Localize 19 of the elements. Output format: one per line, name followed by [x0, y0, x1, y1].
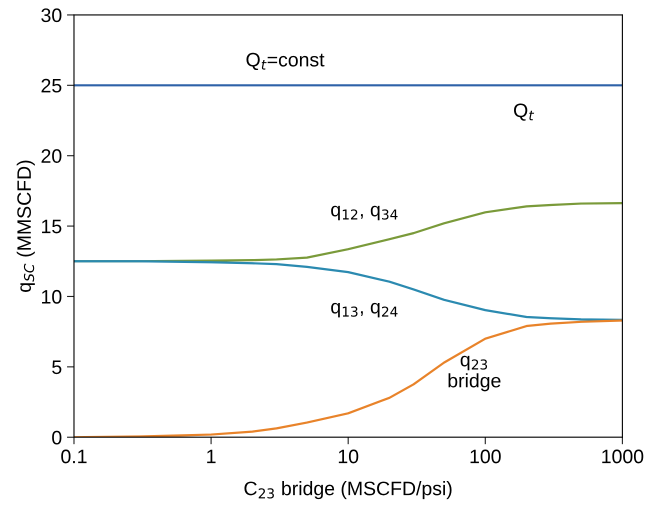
y-tick-label: 20	[42, 149, 62, 163]
series-label: Q$_{t}$	[514, 103, 534, 121]
y-tick-label: 30	[41, 8, 62, 22]
x-tick-label: 1	[207, 450, 216, 464]
y-axis-title: q$_{SC}$ (MMSCFD)	[16, 160, 35, 292]
x-tick-label: 1000	[602, 450, 644, 464]
x-tick-label: 10	[338, 450, 358, 464]
x-axis-title: C$_{23}$ bridge (MSCFD/psi)	[244, 481, 452, 500]
series-label: q$_{13}$, q$_{24}$	[331, 302, 398, 318]
series-label: q$_{23}$ bridge	[448, 356, 500, 392]
annotation: Q$_{t}$=const	[246, 52, 324, 70]
y-tick-label: 0	[52, 430, 62, 444]
x-tick-label: 0.1	[61, 450, 87, 464]
y-tick-label: 10	[42, 290, 62, 304]
y-tick-label: 5	[52, 360, 62, 374]
y-tick-label: 25	[42, 78, 62, 93]
y-tick-label: 15	[42, 220, 62, 234]
series-label: q$_{12}$, q$_{34}$	[331, 206, 398, 220]
x-tick-label: 100	[470, 450, 501, 464]
